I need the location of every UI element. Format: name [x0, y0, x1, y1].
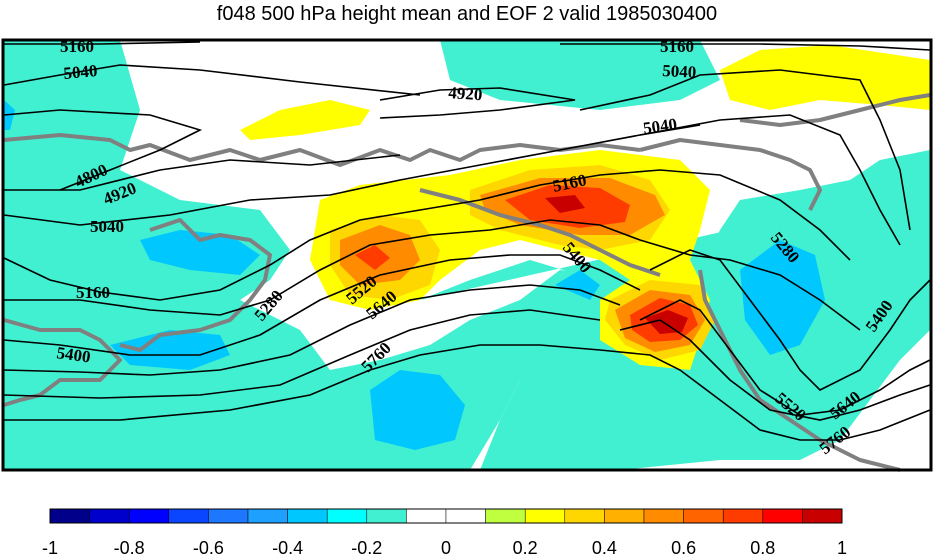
contour-label-5040-nw: 5040: [63, 61, 99, 83]
contour-label-5160-ne: 5160: [660, 37, 694, 56]
colorbar-cell: [762, 508, 803, 524]
colorbar-cell: [564, 508, 605, 524]
colorbar-cell: [287, 508, 328, 524]
contour-4920-north: [379, 87, 576, 119]
colorbar-cell: [247, 508, 288, 524]
contour-east-5040: [579, 69, 911, 231]
coastline-asia: [3, 133, 641, 167]
colorbar-tick-label: -0.6: [192, 538, 224, 558]
contour-label-5040-c: 5040: [642, 114, 678, 138]
positive-anomaly-northeast: [720, 45, 930, 110]
coastline-alaska: [639, 138, 822, 211]
contour-east-5400: [649, 249, 931, 391]
coastline-namerica: [698, 269, 901, 472]
anomaly-shading: [4, 40, 930, 470]
contour-4800: [3, 109, 203, 191]
colorbar-cell: [722, 508, 764, 524]
contour-5040-west: [3, 124, 701, 226]
colorbar-tick-label: 0.2: [512, 538, 538, 558]
colorbar-tick-label: -0.8: [113, 538, 145, 558]
contour-5640: [3, 309, 601, 399]
colorbar-tick-label: 1: [836, 538, 848, 558]
coastline-china: [3, 318, 122, 407]
colorbar-cell: [683, 508, 724, 524]
colorbar-cell: [406, 508, 447, 524]
colorbar-cell: [128, 508, 170, 524]
contour-label-5040-w: 5040: [90, 217, 124, 236]
colorbar-tick-label: 0: [440, 538, 452, 558]
contour-east-5040b: [639, 114, 901, 246]
contour-5160-west: [3, 169, 851, 301]
contour-label-5040-ne: 5040: [662, 61, 697, 82]
colorbar-cell: [802, 508, 843, 524]
map-panel: 5160 5040 4920 4800 4920 5040 5160 5400 …: [1, 37, 933, 472]
blue-anomaly-2: [110, 330, 230, 370]
colorbar-cell: [445, 508, 486, 524]
blue-anomaly-3: [370, 370, 465, 450]
contour-east-5160: [560, 43, 931, 51]
colorbar-tick-label: -0.2: [351, 538, 383, 558]
contour-5400-west: [3, 254, 641, 356]
colorbar-tick-label: 0.4: [591, 538, 617, 558]
contour-label-5400-w: 5400: [55, 343, 91, 367]
contour-label-5160-w: 5160: [76, 283, 110, 302]
contour-5040-northwest: [3, 64, 421, 96]
colorbar-cell: [326, 508, 368, 524]
contour-5520: [3, 284, 621, 376]
colorbar-cell: [89, 508, 130, 524]
negative-anomaly-northwest: [4, 40, 70, 110]
blue-anomaly-1: [140, 230, 260, 275]
contour-east-5640: [619, 319, 931, 421]
colorbar-cell: [524, 508, 566, 524]
coastline-japan: [119, 218, 272, 352]
height-contours: [3, 41, 931, 441]
red-anomaly-core: [545, 195, 688, 334]
colorbar-frame: [49, 508, 843, 524]
contour-4920-west: [4, 154, 401, 191]
colorbar-cell: [49, 508, 90, 524]
colorbar-tick-label: -0.4: [272, 538, 304, 558]
colorbar-tick-label: -1: [41, 538, 59, 558]
negative-anomaly-northeast: [440, 40, 720, 110]
chart-title: f048 500 hPa height mean and EOF 2 valid…: [216, 3, 718, 25]
colorbar-cell: [208, 508, 249, 524]
colorbar-cells: [49, 508, 843, 524]
colorbar-tick-label: 0.6: [671, 538, 697, 558]
contour-5760: [4, 344, 931, 441]
coastline-arctic: [739, 93, 931, 127]
contour-east-5520: [639, 299, 931, 416]
contour-5280: [4, 219, 861, 331]
colorbar-tick-label: 0.8: [750, 538, 776, 558]
contour-5160-north: [4, 41, 201, 45]
colorbar-cell: [604, 508, 645, 524]
colorbar: [49, 508, 843, 524]
positive-anomaly-north: [240, 100, 370, 140]
map-frame: [1, 38, 933, 472]
colorbar-cell: [366, 508, 407, 524]
colorbar-cell: [643, 508, 684, 524]
contour-label-5160-nw: 5160: [60, 37, 94, 56]
colorbar-cell: [168, 508, 209, 524]
colorbar-cell: [485, 508, 526, 524]
contour-label-4920-n: 4920: [448, 83, 483, 104]
